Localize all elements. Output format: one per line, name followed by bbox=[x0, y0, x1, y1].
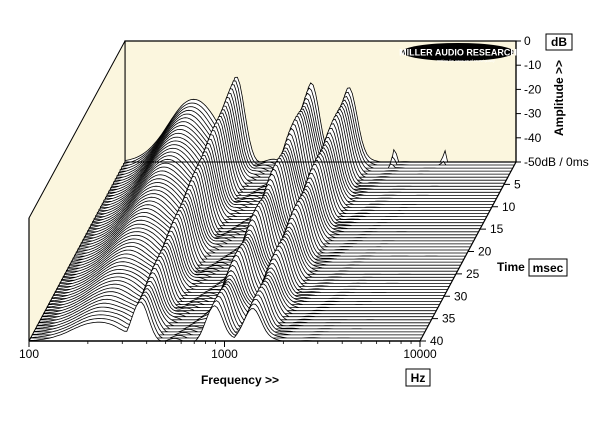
time-axis-label: Time bbox=[497, 260, 525, 274]
logo: MILLER AUDIO RESEARCH setting the measur… bbox=[399, 43, 517, 63]
amplitude-tick-label: 0 bbox=[524, 34, 531, 48]
time-tick-label: 5 bbox=[514, 177, 521, 191]
amplitude-tick-label: -10 bbox=[524, 58, 542, 72]
frequency-tick-label: 10000 bbox=[403, 347, 437, 361]
time-unit-box bbox=[528, 258, 568, 277]
logo-name: MILLER AUDIO RESEARCH bbox=[399, 48, 517, 58]
amplitude-unit-box bbox=[545, 33, 573, 51]
time-ticks: 5 10 15 20 25 30 35 40 bbox=[420, 177, 521, 348]
logo-tagline: setting the measure of sound quality bbox=[437, 59, 495, 63]
frequency-unit-label: Hz bbox=[411, 371, 426, 385]
amplitude-ticks: 0 -10 -20 -30 -40 -50dB / 0ms bbox=[516, 34, 589, 169]
amplitude-tick-label: -50dB / 0ms bbox=[524, 155, 589, 169]
amplitude-tick-label: -30 bbox=[524, 107, 542, 121]
time-unit-label: msec bbox=[533, 261, 564, 275]
amplitude-axis-label: Amplitude >> bbox=[552, 60, 566, 136]
amplitude-tick-label: -40 bbox=[524, 131, 542, 145]
frequency-tick-label: 100 bbox=[19, 347, 39, 361]
time-tick-label: 10 bbox=[502, 200, 516, 214]
time-tick-label: 15 bbox=[490, 222, 504, 236]
frequency-tick-label: 1000 bbox=[211, 347, 238, 361]
amplitude-unit-label: dB bbox=[551, 35, 567, 49]
time-tick-label: 25 bbox=[466, 267, 480, 281]
frequency-ticks: 100 1000 10000 bbox=[19, 341, 437, 361]
frequency-axis-label: Frequency >> bbox=[201, 373, 279, 387]
time-tick-label: 20 bbox=[478, 245, 492, 259]
logo-badge bbox=[402, 43, 514, 61]
time-tick-label: 40 bbox=[430, 334, 444, 348]
amplitude-tick-label: -20 bbox=[524, 82, 542, 96]
time-tick-label: 30 bbox=[454, 289, 468, 303]
time-tick-label: 35 bbox=[442, 312, 456, 326]
decay-slices bbox=[28, 76, 516, 342]
frequency-unit-box bbox=[405, 368, 431, 387]
